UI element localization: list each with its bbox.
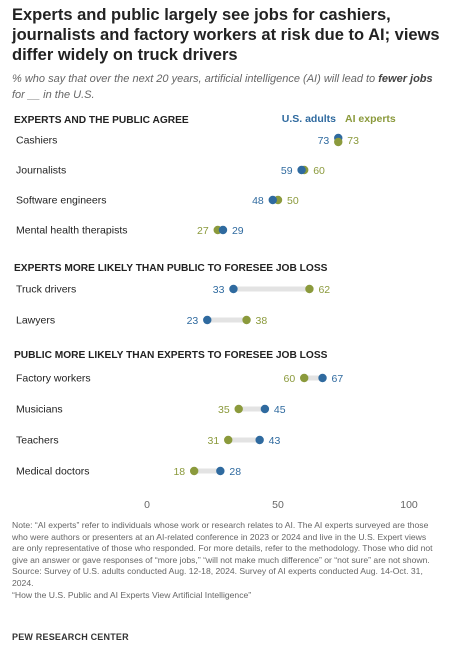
pew-logo-text: PEW RESEARCH CENTER xyxy=(12,632,129,642)
legend-ai-experts: AI experts xyxy=(345,113,396,125)
subtitle-emphasis: fewer jobs xyxy=(378,73,433,85)
chart-subtitle: % who say that over the next 20 years, a… xyxy=(12,71,444,103)
row-label: Lawyers xyxy=(16,315,55,327)
ai-experts-dot xyxy=(242,315,251,325)
us-adults-value-label: 73 xyxy=(318,135,330,147)
ai-experts-value-label: 18 xyxy=(173,466,185,478)
dot-plot-chart: U.S. adults AI experts EXPERTS AND THE PUB… xyxy=(14,113,418,511)
report-title-text: “How the U.S. Public and AI Experts View… xyxy=(12,589,252,600)
row-label: Cashiers xyxy=(16,135,57,147)
chart-title: Experts and public largely see jobs for … xyxy=(12,6,440,64)
group-heading: EXPERTS MORE LIKELY THAN PUBLIC TO FORES… xyxy=(14,263,328,274)
ai-experts-dot xyxy=(224,435,233,445)
us-adults-dot xyxy=(268,195,277,205)
legend-us-adults: U.S. adults xyxy=(282,113,336,125)
group-heading: PUBLIC MORE LIKELY THAN EXPERTS TO FORES… xyxy=(14,350,328,361)
us-adults-value-label: 29 xyxy=(232,225,244,237)
row-label: Factory workers xyxy=(16,373,91,385)
us-adults-value-label: 43 xyxy=(269,435,281,447)
us-adults-dot xyxy=(216,466,225,476)
row-label: Software engineers xyxy=(16,195,106,207)
us-adults-value-label: 48 xyxy=(252,195,264,207)
us-adults-dot xyxy=(318,373,327,383)
row-label: Teachers xyxy=(16,435,59,447)
us-adults-dot xyxy=(203,315,212,325)
ai-experts-dot xyxy=(189,466,199,476)
us-adults-value-label: 45 xyxy=(274,404,286,416)
ai-experts-value-label: 27 xyxy=(197,225,209,237)
us-adults-value-label: 67 xyxy=(332,373,344,385)
ai-experts-value-label: 60 xyxy=(284,373,296,385)
subtitle-text-end: for __ in the U.S. xyxy=(12,89,95,101)
source-text: Source: Survey of U.S. adults conducted … xyxy=(12,566,423,588)
ai-experts-dot xyxy=(305,284,314,294)
row-label: Truck drivers xyxy=(16,284,76,296)
chart-notes: Note: “AI experts” refer to individuals … xyxy=(12,520,440,601)
note-text: Note: “AI experts” refer to individuals … xyxy=(12,520,433,565)
ai-experts-value-label: 73 xyxy=(347,135,359,147)
row-label: Medical doctors xyxy=(16,466,90,478)
ai-experts-value-label: 31 xyxy=(208,435,220,447)
ai-experts-dot xyxy=(334,137,343,147)
us-adults-value-label: 28 xyxy=(229,466,241,478)
us-adults-dot xyxy=(260,404,270,414)
x-tick-label: 100 xyxy=(400,499,418,511)
us-adults-value-label: 33 xyxy=(213,284,225,296)
ai-experts-value-label: 60 xyxy=(313,165,325,177)
ai-experts-value-label: 35 xyxy=(218,404,230,416)
us-adults-dot xyxy=(255,435,264,445)
row-label: Mental health therapists xyxy=(16,225,127,237)
us-adults-value-label: 23 xyxy=(187,315,199,327)
x-tick-label: 0 xyxy=(144,499,150,511)
subtitle-text-start: % who say that over the next 20 years, a… xyxy=(12,73,379,85)
ai-experts-value-label: 50 xyxy=(287,195,299,207)
us-adults-dot xyxy=(297,165,306,175)
us-adults-value-label: 59 xyxy=(281,165,293,177)
ai-experts-dot xyxy=(300,373,309,383)
group-heading: EXPERTS AND THE PUBLIC AGREE xyxy=(14,115,189,126)
us-adults-dot xyxy=(218,225,228,235)
row-label: Journalists xyxy=(16,165,66,177)
ai-experts-value-label: 62 xyxy=(318,284,330,296)
ai-experts-dot xyxy=(234,404,243,414)
row-label: Musicians xyxy=(16,404,63,416)
us-adults-dot xyxy=(229,284,238,294)
ai-experts-value-label: 38 xyxy=(256,315,268,327)
x-tick-label: 50 xyxy=(272,499,284,511)
